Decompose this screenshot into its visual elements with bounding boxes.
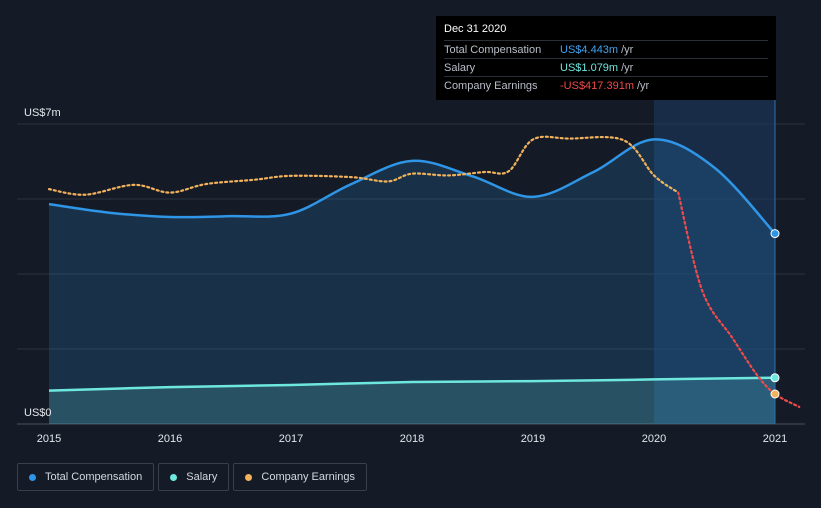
tooltip-row: Salary US$1.079m/yr: [444, 58, 768, 76]
legend-label: Company Earnings: [261, 471, 355, 483]
x-tick-label: 2015: [37, 433, 61, 445]
series-line: [48, 376, 776, 392]
legend: Total Compensation Salary Company Earnings: [17, 463, 367, 491]
series-end-marker: [770, 373, 780, 383]
highlight-band: [654, 100, 775, 424]
series-end-marker: [770, 389, 780, 399]
tooltip-row-label: Company Earnings: [444, 79, 538, 92]
legend-item[interactable]: Total Compensation: [17, 463, 155, 491]
series-area: [49, 377, 775, 424]
y-tick-label: US$7m: [24, 107, 61, 119]
y-tick-label: US$0: [24, 407, 52, 419]
tooltip-date: Dec 31 2020: [444, 23, 507, 35]
legend-item[interactable]: Salary: [158, 463, 230, 491]
x-tick-label: 2019: [521, 433, 545, 445]
series-line-negative: [677, 191, 801, 408]
y-axis: US$7m US$0: [24, 107, 61, 419]
series-area: [49, 139, 775, 424]
tooltip-row-unit: /yr: [637, 79, 650, 92]
legend-label: Total Compensation: [45, 471, 143, 483]
legend-label: Salary: [186, 471, 218, 483]
series-end-marker: [770, 229, 780, 239]
series-areas: [49, 139, 775, 424]
series-markers: [770, 229, 780, 399]
x-tick-label: 2021: [763, 433, 787, 445]
tooltip-row-value: US$4.443m: [560, 43, 619, 56]
tooltip-row: Total Compensation US$4.443m/yr: [444, 40, 768, 58]
x-tick-label: 2017: [279, 433, 303, 445]
series-line: [48, 138, 776, 235]
tooltip-row-label: Total Compensation: [444, 43, 542, 56]
series-line: [47, 135, 680, 196]
x-axis: 2015 2016 2017 2018 2019 2020 2021: [37, 433, 787, 445]
tooltip-row-value: -US$417.391m: [560, 79, 634, 92]
tooltip: Dec 31 2020 Total Compensation US$4.443m /…: [436, 16, 776, 100]
legend-item[interactable]: Company Earnings: [233, 463, 367, 491]
legend-dot-icon: [29, 473, 36, 481]
x-tick-label: 2020: [642, 433, 666, 445]
legend-dot-icon: [245, 473, 253, 481]
tooltip-row-label: Salary: [444, 61, 476, 74]
series-lines: [47, 100, 801, 424]
x-tick-label: 2018: [400, 433, 424, 445]
tooltip-row-unit: /yr: [621, 43, 634, 56]
tooltip-row: Company Earnings -US$417.391m/yr: [444, 76, 768, 94]
tooltip-row-unit: /yr: [621, 61, 634, 74]
tooltip-row-value: US$1.079m: [560, 61, 619, 74]
x-tick-label: 2016: [158, 433, 182, 445]
legend-dot-icon: [170, 473, 178, 481]
